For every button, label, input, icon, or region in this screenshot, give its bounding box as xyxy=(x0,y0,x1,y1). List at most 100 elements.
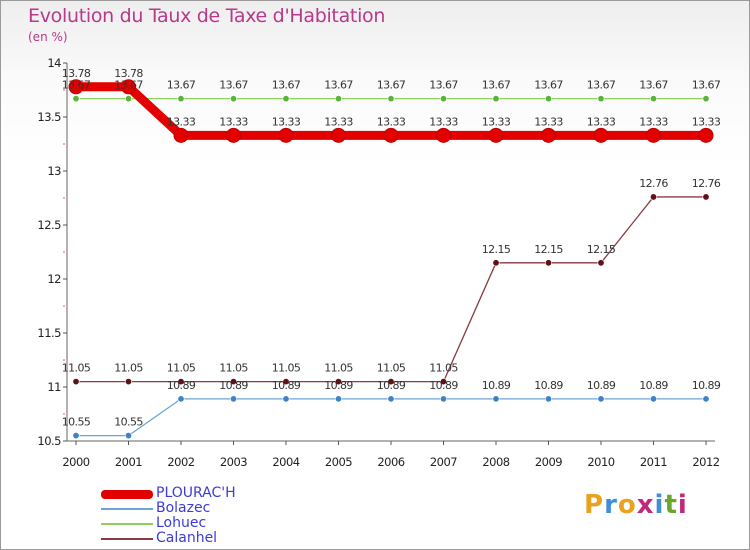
data-point xyxy=(230,395,238,403)
x-tick-label: 2009 xyxy=(535,455,562,469)
y-tick-label: 13.5 xyxy=(37,110,61,124)
data-label: 10.89 xyxy=(639,379,668,392)
x-tick-label: 2007 xyxy=(430,455,457,469)
data-label: 13.33 xyxy=(167,115,196,128)
data-point xyxy=(68,79,84,95)
data-point xyxy=(492,95,500,103)
data-label: 10.89 xyxy=(167,379,196,392)
series-markers xyxy=(68,79,714,440)
data-point xyxy=(439,95,447,103)
logo-letter: P xyxy=(584,490,605,520)
data-label: 12.15 xyxy=(587,243,616,256)
data-label: 11.05 xyxy=(62,362,91,375)
data-point xyxy=(334,95,342,103)
x-tick-label: 2002 xyxy=(167,455,194,469)
data-label: 13.67 xyxy=(62,79,91,92)
data-label: 13.67 xyxy=(639,79,668,92)
data-label: 13.78 xyxy=(114,67,143,80)
y-tick-label: 12.5 xyxy=(37,218,61,232)
data-label: 13.33 xyxy=(324,115,353,128)
data-point xyxy=(649,95,657,103)
data-label: 10.55 xyxy=(114,416,143,429)
logo-letter: i xyxy=(677,490,688,520)
data-point xyxy=(544,259,552,267)
data-label: 10.55 xyxy=(62,416,91,429)
data-point xyxy=(125,432,133,440)
data-point xyxy=(331,127,346,143)
data-point xyxy=(278,127,294,143)
y-tick-label: 11 xyxy=(47,380,61,394)
data-point xyxy=(121,79,136,95)
data-label: 11.05 xyxy=(324,362,353,375)
data-point xyxy=(177,95,185,103)
chart-title: Evolution du Taux de Taxe d'Habitation xyxy=(28,5,386,27)
y-tick-label: 10.5 xyxy=(37,434,61,448)
data-label: 12.15 xyxy=(482,243,511,256)
data-label: 11.05 xyxy=(219,362,248,375)
data-label: 13.33 xyxy=(377,115,406,128)
x-tick-label: 2008 xyxy=(482,455,509,469)
data-point xyxy=(702,95,710,103)
x-tick-label: 2001 xyxy=(115,455,142,469)
logo-letter: o xyxy=(617,490,637,520)
data-point xyxy=(334,395,342,403)
data-label: 10.89 xyxy=(272,379,301,392)
data-label: 13.33 xyxy=(429,115,458,128)
data-label: 10.89 xyxy=(692,379,721,392)
logo-letter: x xyxy=(636,490,655,520)
data-point xyxy=(72,432,80,440)
legend-swatch xyxy=(101,523,153,525)
data-label: 13.67 xyxy=(587,79,616,92)
x-tick-label: 2003 xyxy=(220,455,247,469)
x-tick-label: 2010 xyxy=(587,455,614,469)
data-label: 12.15 xyxy=(534,243,563,256)
y-tick-label: 14 xyxy=(47,56,61,70)
data-label: 11.05 xyxy=(272,362,301,375)
data-label: 12.76 xyxy=(639,177,668,190)
data-label: 11.05 xyxy=(377,362,406,375)
data-label: 10.89 xyxy=(429,379,458,392)
logo-letter: t xyxy=(664,490,678,520)
data-point xyxy=(177,395,185,403)
data-label: 13.67 xyxy=(167,79,196,92)
data-point xyxy=(702,395,710,403)
data-label: 13.67 xyxy=(534,79,563,92)
legend-swatch xyxy=(101,508,153,510)
y-tick-label: 12 xyxy=(47,272,61,286)
data-label: 13.33 xyxy=(272,115,301,128)
data-point xyxy=(177,378,185,386)
x-tick-label: 2005 xyxy=(325,455,352,469)
data-label: 10.89 xyxy=(219,379,248,392)
data-point xyxy=(334,378,342,386)
data-labels: 13.78 13.78 13.33 13.33 13.33 13.33 13.33 13.33… xyxy=(62,67,722,429)
proxiti-logo: Proxiti xyxy=(584,490,688,520)
data-label: 11.05 xyxy=(429,362,458,375)
data-label: 12.76 xyxy=(692,177,721,190)
data-point xyxy=(282,378,290,386)
data-point xyxy=(282,95,290,103)
data-label: 13.33 xyxy=(587,115,616,128)
series-line-calanhel xyxy=(75,196,707,383)
legend-swatch xyxy=(101,489,153,499)
data-label: 13.33 xyxy=(482,115,511,128)
legend-label: Calanhel xyxy=(156,530,218,546)
data-point xyxy=(593,127,609,143)
data-point xyxy=(226,127,241,143)
data-point xyxy=(72,95,80,103)
data-point xyxy=(125,378,133,386)
data-point xyxy=(597,395,605,403)
data-point xyxy=(544,95,552,103)
data-point xyxy=(436,127,451,143)
data-label: 11.05 xyxy=(114,362,143,375)
data-point xyxy=(383,127,399,143)
data-label: 13.67 xyxy=(219,79,248,92)
data-label: 13.67 xyxy=(429,79,458,92)
data-point xyxy=(230,378,238,386)
data-point xyxy=(282,395,290,403)
legend-label: Bolazec xyxy=(156,500,211,516)
legend-label: Lohuec xyxy=(156,515,207,531)
data-label: 10.89 xyxy=(534,379,563,392)
data-point xyxy=(230,95,238,103)
x-tick-label: 2006 xyxy=(377,455,404,469)
